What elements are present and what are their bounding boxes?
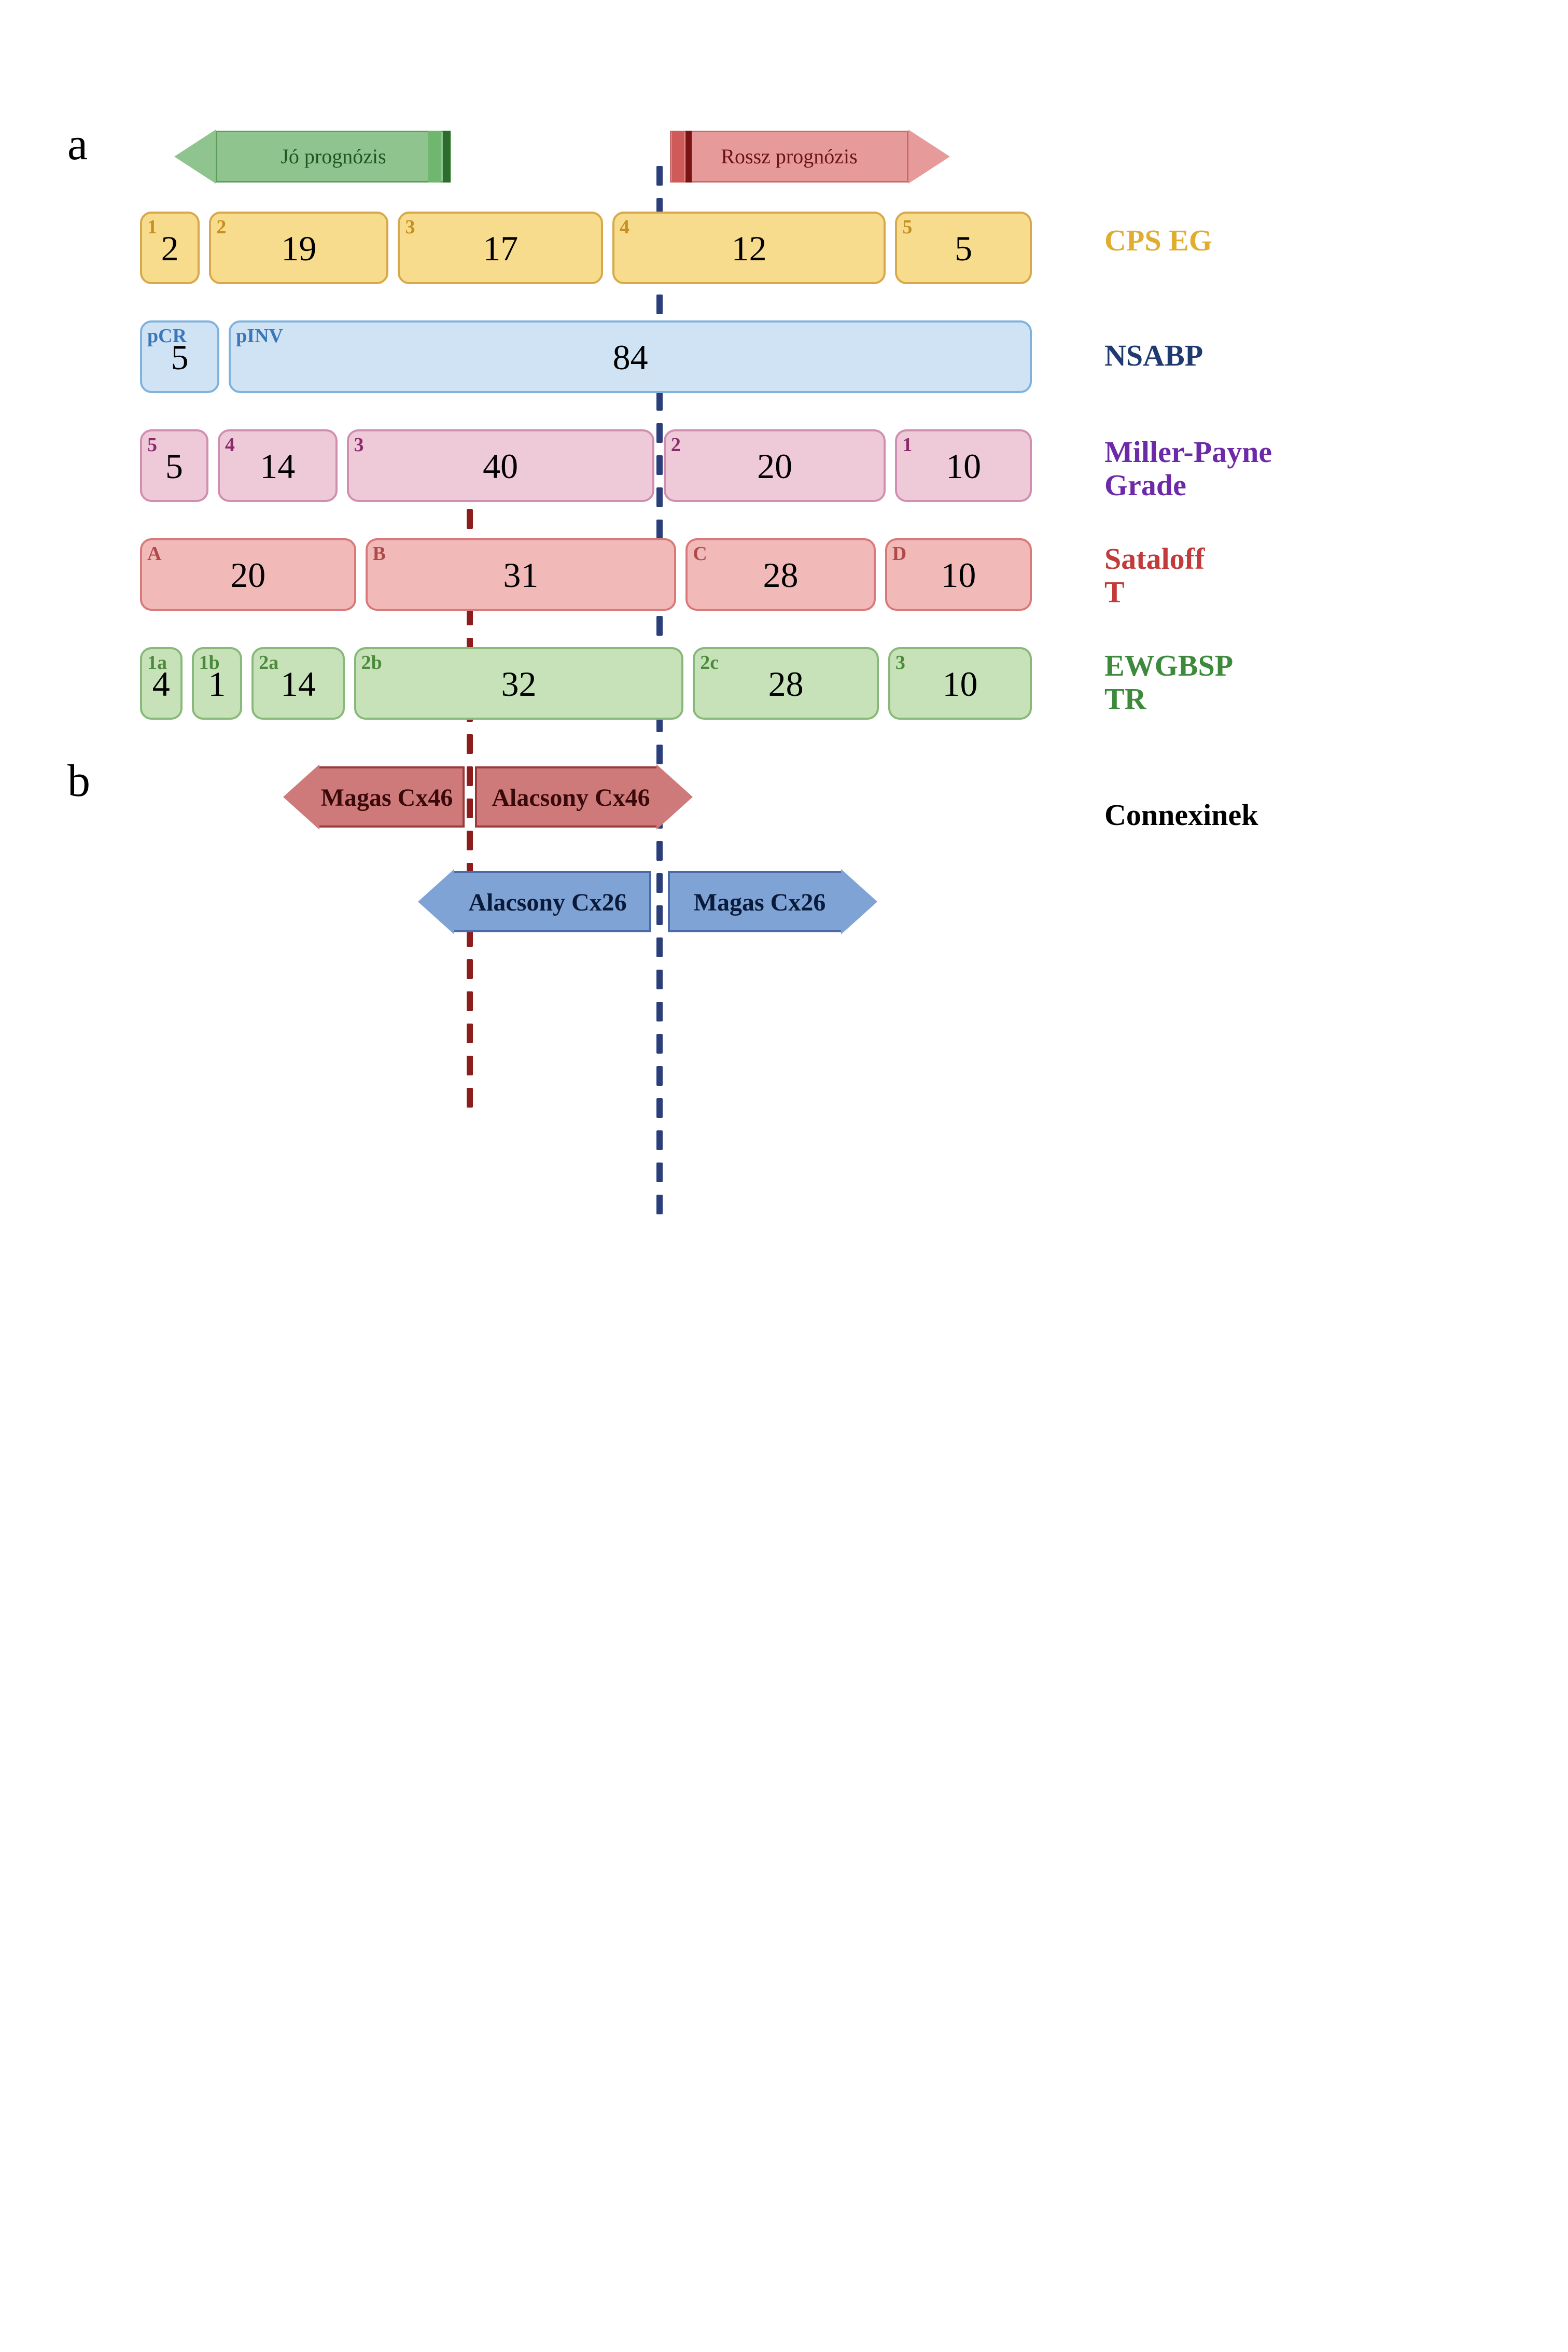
- dashed-line-blue: [656, 1034, 663, 1054]
- dashed-line-red: [467, 1056, 473, 1075]
- dashed-line-red: [467, 734, 473, 754]
- sataloff-value-0: 20: [140, 555, 356, 596]
- dashed-line-blue: [656, 1195, 663, 1214]
- millerpayne-value-3: 20: [664, 446, 886, 487]
- cpseg-value-3: 12: [612, 228, 886, 269]
- cpseg-value-0: 2: [140, 228, 200, 269]
- cpseg-value-2: 17: [398, 228, 603, 269]
- nsabp-value-0: 5: [140, 337, 219, 378]
- ewgbsp-value-5: 10: [888, 664, 1032, 705]
- dashed-line-blue: [656, 455, 663, 475]
- dashed-line-blue: [656, 1163, 663, 1182]
- bad-prognosis-arrow-label: Rossz prognózis: [670, 144, 908, 169]
- bad-prognosis-arrow: Rossz prognózis: [0, 131, 1568, 183]
- millerpayne-row-label: Miller-PayneGrade: [1104, 436, 1272, 502]
- cpseg-value-4: 5: [895, 228, 1032, 269]
- cx26-arrow-right: Magas Cx26: [0, 871, 1568, 932]
- dashed-line-red: [467, 959, 473, 979]
- dashed-line-blue: [656, 745, 663, 764]
- ewgbsp-value-4: 28: [693, 664, 879, 705]
- dashed-line-blue: [656, 1130, 663, 1150]
- dashed-line-blue: [656, 487, 663, 507]
- dashed-line-red: [467, 831, 473, 850]
- dashed-line-blue: [656, 841, 663, 861]
- dashed-line-blue: [656, 520, 663, 539]
- sataloff-value-3: 10: [885, 555, 1032, 596]
- dashed-line-blue: [656, 166, 663, 186]
- dashed-line-blue: [656, 616, 663, 636]
- diagram-stage: abJó prognózisRossz prognózis12219317412…: [0, 0, 1568, 2352]
- dashed-line-blue: [656, 970, 663, 989]
- sataloff-row-label: SataloffT: [1104, 542, 1205, 609]
- dashed-line-blue: [656, 295, 663, 314]
- nsabp-value-1: 84: [229, 337, 1032, 378]
- ewgbsp-value-2: 14: [251, 664, 344, 705]
- dashed-line-red: [467, 1088, 473, 1108]
- dashed-line-red: [467, 991, 473, 1011]
- ewgbsp-value-1: 1: [192, 664, 243, 705]
- millerpayne-value-4: 10: [895, 446, 1032, 487]
- connexin-label: Connexinek: [1104, 799, 1258, 832]
- sataloff-value-2: 28: [685, 555, 876, 596]
- cx46-arrow-right-label: Alacsony Cx46: [475, 783, 667, 812]
- dashed-line-blue: [656, 423, 663, 443]
- cpseg-value-1: 19: [209, 228, 388, 269]
- dashed-line-blue: [656, 937, 663, 957]
- dashed-line-blue: [656, 1098, 663, 1118]
- dashed-line-blue: [656, 1002, 663, 1021]
- millerpayne-value-1: 14: [218, 446, 338, 487]
- dashed-line-red: [467, 1024, 473, 1043]
- millerpayne-value-2: 40: [347, 446, 654, 487]
- millerpayne-value-0: 5: [140, 446, 208, 487]
- dashed-line-blue: [656, 391, 663, 411]
- ewgbsp-value-3: 32: [354, 664, 684, 705]
- dashed-line-blue: [656, 1066, 663, 1086]
- cx46-arrow-right: Alacsony Cx46: [0, 766, 1568, 828]
- cpseg-row-label: CPS EG: [1104, 224, 1212, 257]
- nsabp-row-label: NSABP: [1104, 339, 1203, 372]
- ewgbsp-value-0: 4: [140, 664, 183, 705]
- cx26-arrow-right-label: Magas Cx26: [668, 888, 851, 917]
- ewgbsp-row-label: EWGBSPTR: [1104, 649, 1233, 716]
- dashed-line-red: [467, 509, 473, 529]
- sataloff-value-1: 31: [366, 555, 677, 596]
